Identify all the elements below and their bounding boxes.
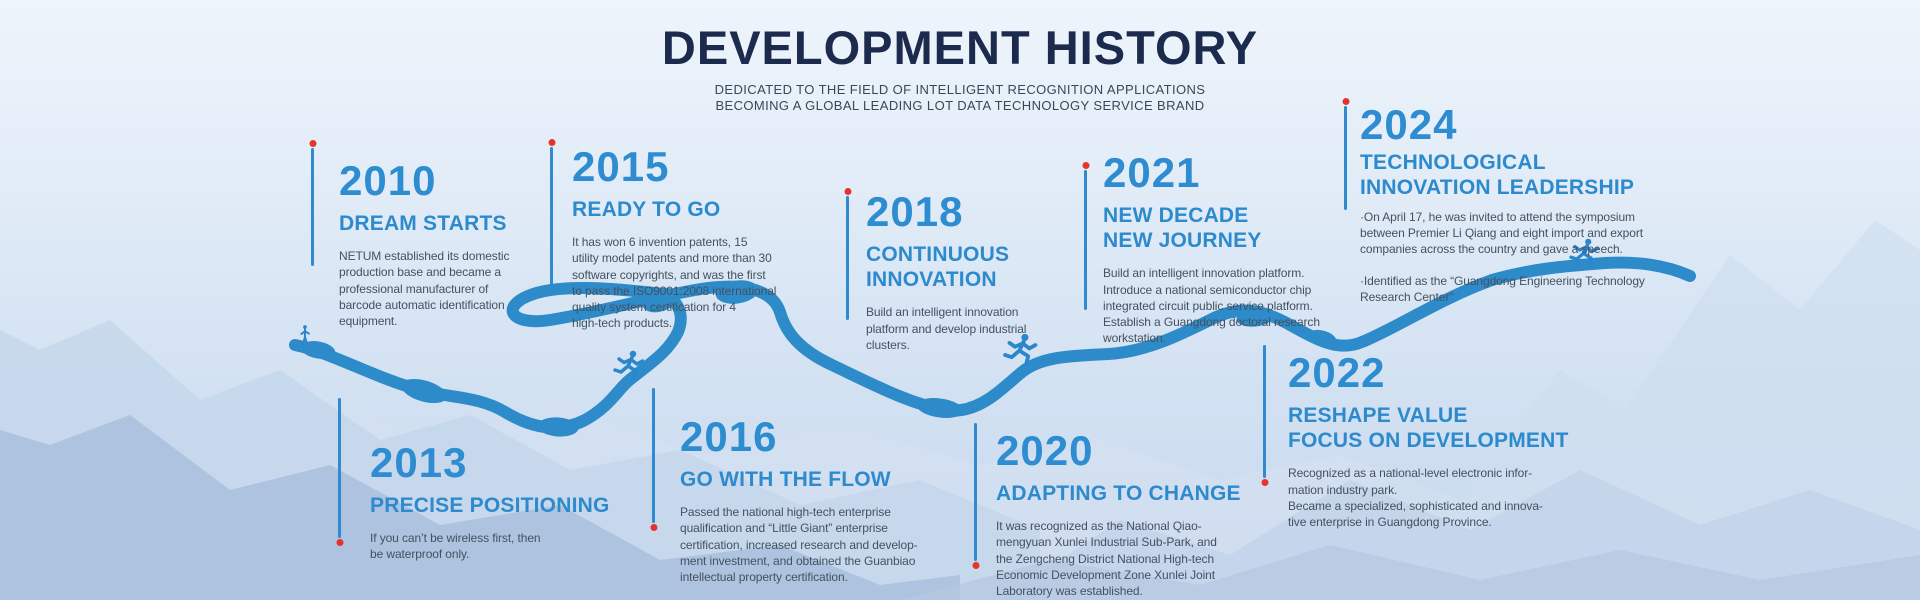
milestone-year: 2016 — [680, 413, 778, 460]
river-path — [289, 256, 1696, 437]
timeline-line — [309, 140, 316, 266]
milestone-2013: 2013 PRECISE POSITIONING If you can’t be… — [336, 398, 610, 563]
timeline-line — [1261, 345, 1268, 486]
timeline-line — [1342, 98, 1349, 210]
milestone-2015: 2015 READY TO GO It has won 6 invention … — [548, 139, 777, 331]
milestone-description: Build an intelligent innovation platform… — [1103, 266, 1320, 346]
timeline-marker-dot — [309, 140, 316, 147]
timeline-line — [972, 423, 979, 569]
timeline-line — [844, 188, 851, 320]
timeline-marker-dot — [548, 139, 555, 146]
milestone-year: 2021 — [1103, 149, 1201, 196]
milestone-2021: 2021 NEW DECADE NEW JOURNEY Build an int… — [1082, 149, 1320, 346]
milestone-2024: 2024 TECHNOLOGICAL INNOVATION LEADERSHIP… — [1342, 98, 1645, 305]
milestone-description: NETUM established its domestic productio… — [339, 249, 510, 328]
milestone-year: 2018 — [866, 188, 964, 235]
timeline-line — [1082, 162, 1089, 310]
milestone-heading: DREAM STARTS — [339, 212, 507, 235]
timeline-marker-dot — [844, 188, 851, 195]
milestone-2022: 2022 RESHAPE VALUE FOCUS ON DEVELOPMENT … — [1261, 345, 1569, 530]
milestone-description: Build an intelligent innovation platform… — [866, 305, 1027, 352]
mountain-layer-bottom-right — [900, 545, 1920, 600]
milestone-heading: CONTINUOUS INNOVATION — [866, 243, 1010, 292]
milestone-year: 2024 — [1360, 101, 1458, 148]
milestone-heading: NEW DECADE NEW JOURNEY — [1103, 204, 1262, 253]
timeline-marker-dot — [1082, 162, 1089, 169]
milestone-heading: RESHAPE VALUE FOCUS ON DEVELOPMENT — [1288, 404, 1569, 453]
milestone-2010: 2010 DREAM STARTS NETUM established its … — [309, 140, 510, 329]
milestone-description: ·On April 17, he was invited to attend t… — [1360, 210, 1645, 304]
milestone-year: 2015 — [572, 143, 670, 190]
timeline-marker-dot — [336, 539, 343, 546]
milestone-heading: ADAPTING TO CHANGE — [996, 482, 1241, 505]
milestone-description: It was recognized as the National Qiao- … — [996, 519, 1217, 598]
milestone-2020: 2020 ADAPTING TO CHANGE It was recognize… — [972, 423, 1241, 599]
milestone-description: Recognized as a national-level electroni… — [1288, 466, 1543, 529]
milestone-heading: TECHNOLOGICAL INNOVATION LEADERSHIP — [1360, 151, 1635, 200]
timeline-line — [548, 139, 555, 285]
timeline-marker-dot — [1342, 98, 1349, 105]
milestone-heading: PRECISE POSITIONING — [370, 494, 610, 517]
milestone-2016: 2016 GO WITH THE FLOW Passed the nationa… — [650, 388, 918, 585]
milestone-description: Passed the national high-tech enterprise… — [680, 505, 918, 584]
mountain-layer-bottom-left — [0, 415, 960, 600]
milestone-heading: READY TO GO — [572, 198, 721, 221]
page-subtitle: DEDICATED TO THE FIELD OF INTELLIGENT RE… — [714, 82, 1206, 113]
timeline-line — [650, 388, 657, 531]
milestone-description: It has won 6 invention patents, 15 utili… — [572, 235, 777, 331]
page-title: DEVELOPMENT HISTORY — [661, 21, 1259, 74]
milestone-year: 2013 — [370, 439, 468, 486]
milestone-heading: GO WITH THE FLOW — [680, 468, 891, 491]
timeline-marker-dot — [972, 562, 979, 569]
milestone-year: 2020 — [996, 427, 1094, 474]
header: DEVELOPMENT HISTORY DEDICATED TO THE FIE… — [0, 24, 1920, 114]
timeline-marker-dot — [1261, 479, 1268, 486]
timeline-marker-dot — [650, 524, 657, 531]
milestone-year: 2022 — [1288, 349, 1386, 396]
milestone-description: If you can’t be wireless first, then be … — [370, 531, 541, 562]
milestone-year: 2010 — [339, 157, 437, 204]
milestone-2018: 2018 CONTINUOUS INNOVATION Build an inte… — [844, 188, 1027, 353]
timeline-line — [336, 398, 343, 546]
